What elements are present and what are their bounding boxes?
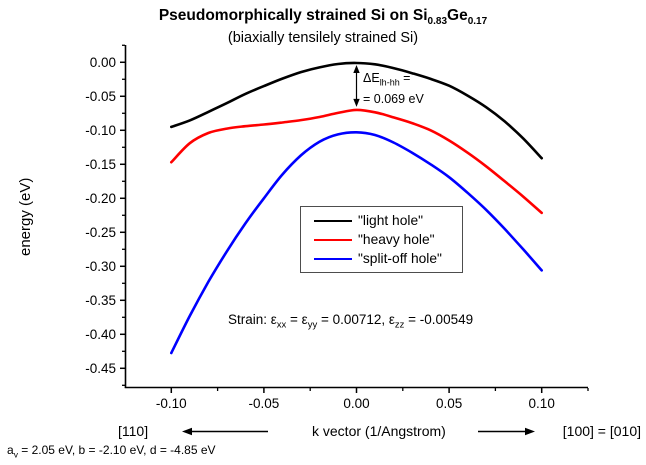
legend-label: "split-off hole" (358, 251, 442, 266)
delta-e-annotation: ΔElh-hh = = 0.069 eV (363, 70, 424, 107)
title-subscript-2: 0.17 (467, 16, 488, 28)
deformation-potentials-note: av = 2.05 eV, b = -2.10 eV, d = -4.85 eV (7, 443, 216, 460)
y-tick-label: -0.40 (85, 327, 116, 342)
x-axis-title: k vector (1/Angstrom) (312, 423, 446, 439)
delta-arrow-head-up (353, 64, 360, 73)
direction-label-100-010: [100] = [010] (562, 423, 641, 439)
y-tick-label: -0.10 (85, 123, 116, 138)
y-tick-label: 0.00 (90, 55, 116, 70)
y-tick-label: -0.25 (85, 225, 116, 240)
series-curve-heavy-hole (170, 108, 543, 215)
x-tick-label: 0.05 (436, 396, 462, 411)
x-tick-label: 0.10 (529, 396, 555, 411)
series-curve-split-off-hole (170, 130, 543, 355)
x-tick-label: 0.00 (343, 396, 369, 411)
x-tick-label: -0.10 (156, 396, 187, 411)
legend-label: "heavy hole" (358, 232, 435, 247)
y-tick-label: -0.20 (85, 191, 116, 206)
direction-label-110: [110] (118, 423, 149, 439)
y-tick-label: -0.05 (85, 89, 116, 104)
title-text: Pseudomorphically strained Si on Si (158, 7, 428, 24)
right-direction-arrow-head (525, 427, 535, 436)
legend-swatch (314, 219, 352, 222)
chart-subtitle: (biaxially tensilely strained Si) (227, 30, 419, 46)
legend-item-light-hole: "light hole" (314, 211, 462, 230)
strain-annotation: Strain: εxx = εyy = 0.00712, εzz = -0.00… (228, 312, 474, 331)
y-tick-label: -0.45 (85, 361, 116, 376)
legend-item-split-off-hole: "split-off hole" (314, 249, 462, 268)
delta-e-line1: ΔElh-hh = (363, 71, 411, 88)
legend-label: "light hole" (358, 213, 424, 228)
legend-swatch (314, 257, 352, 260)
x-tick-label: -0.05 (249, 396, 280, 411)
title-text-2: Ge (447, 7, 468, 24)
left-direction-arrow-head (182, 427, 192, 436)
page-title: Pseudomorphically strained Si on Si0.83G… (0, 7, 646, 27)
y-tick-label: -0.15 (85, 157, 116, 172)
legend-swatch (314, 238, 352, 241)
delta-arrow-head-down (353, 98, 360, 107)
y-tick-label: -0.35 (85, 293, 116, 308)
y-tick-label: -0.30 (85, 259, 116, 274)
delta-e-line2: = 0.069 eV (363, 91, 424, 106)
legend-item-heavy-hole: "heavy hole" (314, 230, 462, 249)
legend: "light hole" "heavy hole" "split-off hol… (300, 206, 463, 273)
title-subscript: 0.83 (427, 16, 448, 28)
series-curve-light-hole (170, 61, 543, 160)
